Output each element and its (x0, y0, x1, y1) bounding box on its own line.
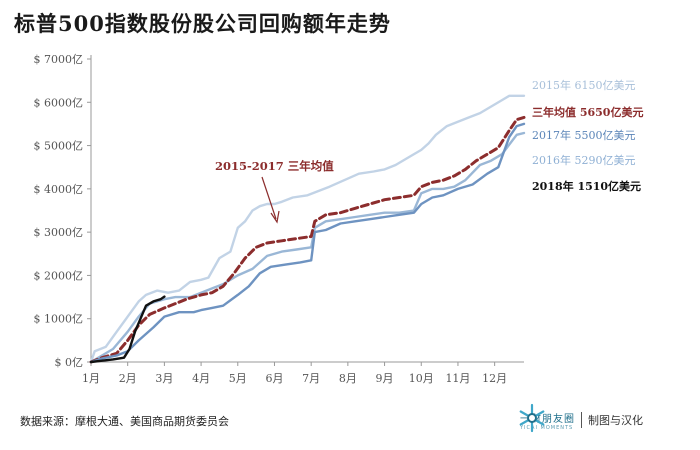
series-label-s2015: 2015年 6150亿美元 (532, 78, 636, 92)
x-tick-label: 6月 (265, 372, 283, 385)
x-tick-label: 2月 (119, 372, 137, 385)
y-tick-label: $ 6000亿 (34, 96, 84, 109)
y-axis: $ 0亿 $ 1000亿 $ 2000亿 $ 3000亿 $ 4000亿 $ 5000亿 $… (34, 53, 91, 369)
y-tick-label: $ 1000亿 (34, 313, 84, 326)
x-tick-label: 10月 (409, 372, 434, 385)
brand-subtitle: YICAI MOMENTS (520, 424, 574, 431)
series-lines (89, 94, 526, 364)
y-tick-label: $ 2000亿 (34, 269, 84, 282)
annotation-arrowhead (270, 210, 280, 224)
x-tick-label: 5月 (229, 372, 247, 385)
series-label-s2017: 2017年 5500亿美元 (532, 128, 636, 142)
y-tick-label: $ 4000亿 (34, 183, 84, 196)
brand-separator (581, 412, 582, 428)
y-tick-label: $ 3000亿 (34, 226, 84, 239)
y-tick-label: $ 7000亿 (34, 53, 84, 66)
snowflake-logo-icon (519, 403, 545, 433)
annotation-label: 2015-2017 三年均值 (215, 159, 334, 173)
annotation-arrow (261, 176, 277, 220)
brand-name: 一财朋友圈 (520, 413, 575, 425)
x-tick-label: 12月 (482, 372, 507, 385)
y-tick-label: $ 5000亿 (34, 140, 84, 153)
brand-credit: 制图与汉化 (588, 414, 643, 427)
series-label-avg: 三年均值 5650亿美元 (532, 105, 643, 119)
series-line-s2017 (89, 122, 526, 364)
series-label-s2018: 2018年 1510亿美元 (532, 179, 641, 193)
x-tick-label: 8月 (339, 372, 357, 385)
series-line-s2015 (89, 94, 526, 364)
series-line-s2018 (89, 295, 166, 364)
line-chart: $ 0亿 $ 1000亿 $ 2000亿 $ 3000亿 $ 4000亿 $ 5000亿 $… (34, 53, 644, 385)
y-tick-label: $ 0亿 (55, 356, 84, 369)
x-tick-label: 9月 (376, 372, 394, 385)
x-tick-label: 1月 (82, 372, 100, 385)
x-tick-label: 4月 (192, 372, 210, 385)
chart-title: 标普500指数股份股公司回购额年走势 (14, 11, 391, 36)
series-line-avg (89, 115, 526, 364)
x-tick-label: 11月 (445, 372, 470, 385)
brand-block: 一财朋友圈 YICAI MOMENTS 制图与汉化 (516, 402, 643, 438)
x-tick-label: 3月 (155, 372, 173, 385)
annotation: 2015-2017 三年均值 (215, 159, 334, 224)
series-label-s2016: 2016年 5290亿美元 (532, 153, 636, 167)
x-tick-label: 7月 (302, 372, 320, 385)
source-note: 数据来源：摩根大通、美国商品期货委员会 (20, 415, 229, 428)
x-axis: 1月 2月 3月 4月 5月 6月 7月 8月 9月 10月 11月 12月 (82, 362, 507, 385)
